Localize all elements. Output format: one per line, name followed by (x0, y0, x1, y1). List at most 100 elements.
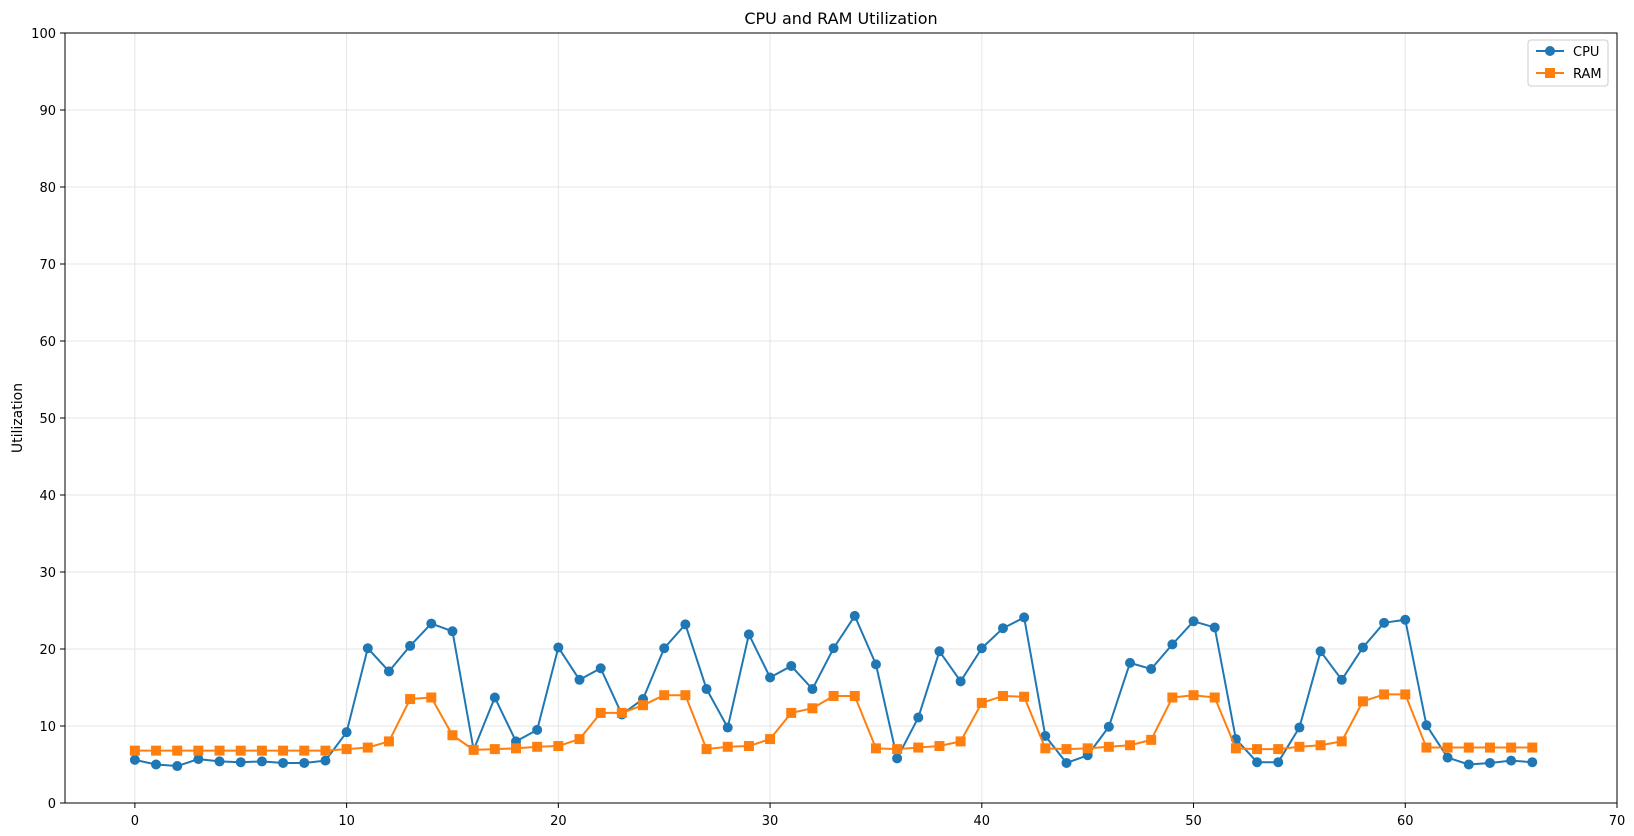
ram-data-point (468, 744, 479, 755)
cpu-data-point (1125, 657, 1136, 668)
y-axis-label: Utilization (10, 383, 26, 453)
cpu-data-point (193, 754, 204, 765)
cpu-data-point (1273, 757, 1284, 768)
ram-data-point (1230, 743, 1241, 754)
ram-data-point (193, 745, 204, 756)
ram-data-point (1379, 689, 1390, 700)
ram-data-point (849, 690, 860, 701)
cpu-data-point (1357, 642, 1368, 653)
legend-ram-label: RAM (1573, 67, 1602, 82)
legend: CPU RAM (1527, 39, 1609, 87)
x-tick-label: 40 (974, 814, 991, 829)
ram-data-point (1527, 742, 1538, 753)
cpu-data-point (447, 626, 458, 637)
cpu-data-point (1061, 757, 1072, 768)
cpu-data-point (913, 712, 924, 723)
y-tick-label: 70 (39, 258, 56, 273)
x-tick-label: 20 (550, 814, 567, 829)
ram-data-point (129, 745, 140, 756)
ram-data-point (447, 730, 458, 741)
cpu-data-point (976, 643, 987, 654)
ram-data-point (743, 741, 754, 752)
cpu-data-point (892, 753, 903, 764)
cpu-data-point (129, 754, 140, 765)
x-tick-label: 0 (131, 814, 139, 829)
ram-data-point (1442, 742, 1453, 753)
cpu-data-point (214, 756, 225, 767)
cpu-data-point (426, 618, 437, 629)
cpu-data-point (151, 759, 162, 770)
ram-data-point (1294, 741, 1305, 752)
ram-data-point (976, 697, 987, 708)
y-axis: 0 10 20 30 40 50 60 70 80 90 100 (31, 27, 65, 812)
ram-data-point (320, 745, 331, 756)
x-tick-label: 30 (762, 814, 779, 829)
cpu-data-point (1252, 757, 1263, 768)
ram-data-point (426, 692, 437, 703)
cpu-data-point (341, 727, 352, 738)
ram-data-point (383, 736, 394, 747)
cpu-data-point (1019, 612, 1030, 623)
cpu-data-point (595, 663, 606, 674)
cpu-data-point (553, 642, 564, 653)
cpu-data-point (1336, 674, 1347, 685)
ram-data-point (172, 745, 183, 756)
ram-data-point (1082, 743, 1093, 754)
cpu-data-point (807, 684, 818, 695)
ram-data-point (680, 690, 691, 701)
ram-data-point (1040, 743, 1051, 754)
cpu-data-point (405, 640, 416, 651)
y-tick-label: 0 (48, 797, 56, 812)
y-tick-label: 50 (39, 412, 56, 427)
ram-data-point (1273, 744, 1284, 755)
ram-data-point (256, 745, 267, 756)
cpu-data-point (701, 684, 712, 695)
y-tick-label: 30 (39, 566, 56, 581)
ram-data-point (510, 743, 521, 754)
cpu-data-point (1188, 616, 1199, 627)
ram-data-point (701, 744, 712, 755)
cpu-data-point (1294, 722, 1305, 733)
ram-data-point (1146, 734, 1157, 745)
ram-data-point (1209, 692, 1220, 703)
series-group (129, 610, 1538, 772)
y-tick-label: 20 (39, 643, 56, 658)
ram-data-point (1019, 691, 1030, 702)
cpu-data-point (722, 722, 733, 733)
y-tick-label: 90 (39, 104, 56, 119)
ram-data-point (722, 741, 733, 752)
ram-data-point (659, 690, 670, 701)
cpu-data-point (1421, 720, 1432, 731)
ram-data-point (299, 745, 310, 756)
ram-data-point (1315, 740, 1326, 751)
cpu-data-point (1146, 664, 1157, 675)
ram-data-point (362, 742, 373, 753)
ram-data-point (870, 743, 881, 754)
legend-ram-marker (1545, 68, 1555, 78)
ram-data-point (765, 734, 776, 745)
cpu-data-point (1484, 757, 1495, 768)
ram-data-point (892, 744, 903, 755)
ram-data-point (553, 741, 564, 752)
cpu-data-point (828, 643, 839, 654)
ram-data-point (1506, 742, 1517, 753)
cpu-data-point (299, 757, 310, 768)
cpu-data-point (1506, 755, 1517, 766)
ram-data-point (1188, 690, 1199, 701)
ram-data-point (913, 742, 924, 753)
cpu-data-point (934, 646, 945, 657)
y-tick-label: 100 (31, 27, 56, 42)
x-tick-label: 50 (1185, 814, 1202, 829)
cpu-data-point (383, 666, 394, 677)
cpu-data-point (1379, 617, 1390, 628)
ram-data-point (616, 707, 627, 718)
ram-data-point (828, 690, 839, 701)
legend-cpu-label: CPU (1573, 45, 1599, 60)
ram-data-point (955, 736, 966, 747)
cpu-data-point (532, 724, 543, 735)
cpu-data-point (256, 756, 267, 767)
x-tick-label: 70 (1609, 814, 1626, 829)
cpu-data-point (362, 643, 373, 654)
x-tick-label: 10 (338, 814, 355, 829)
ram-data-point (235, 745, 246, 756)
